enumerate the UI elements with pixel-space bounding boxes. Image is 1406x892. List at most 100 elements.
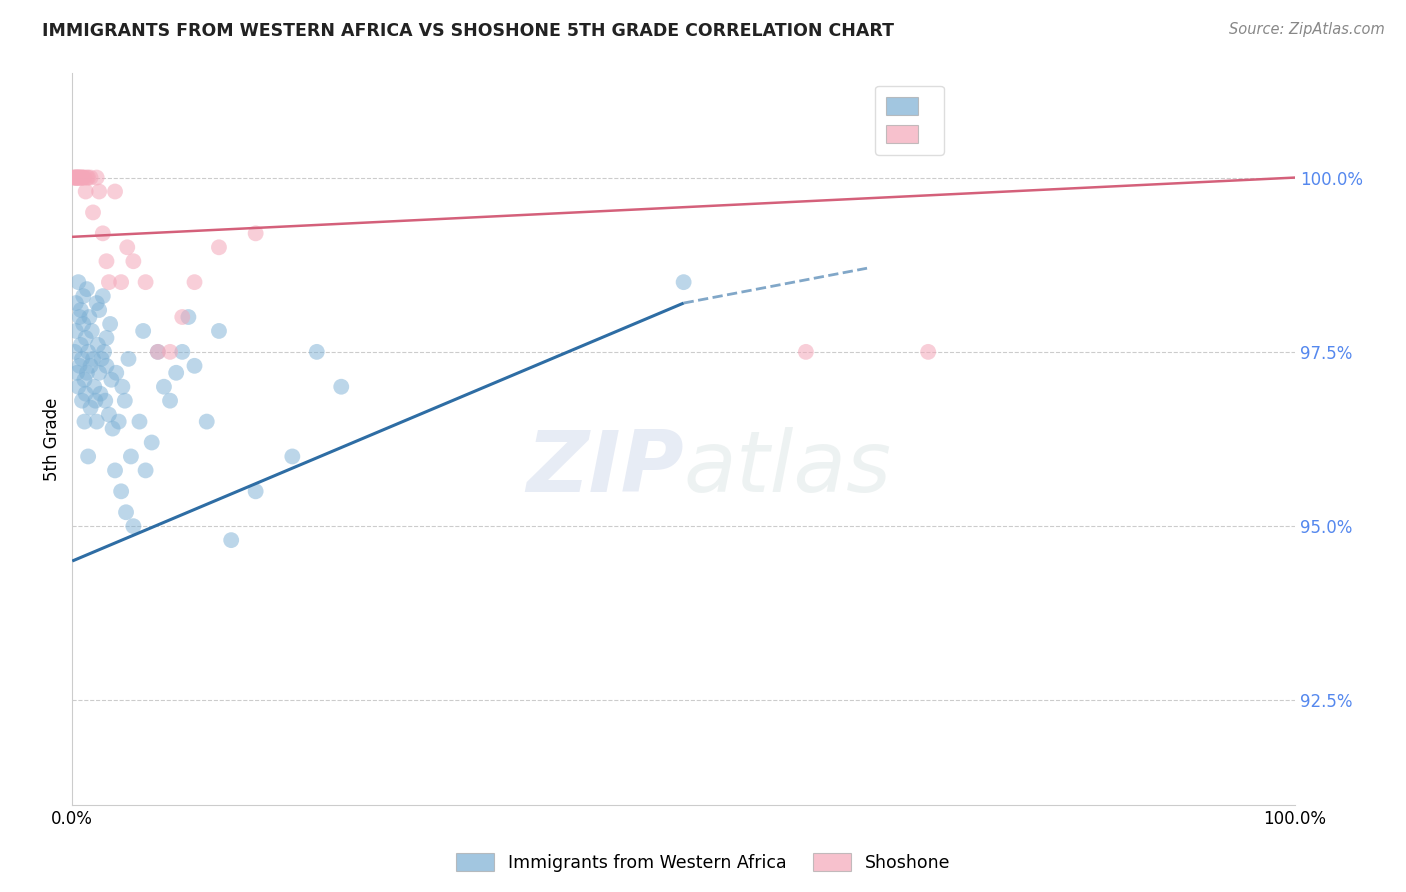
Point: [69, 170, 91, 185]
Point: [73, 415, 96, 429]
Point: [62, 170, 84, 185]
Point: [245, 227, 267, 241]
Point: [97, 275, 120, 289]
Point: [89, 386, 111, 401]
Point: [90, 351, 112, 366]
Point: [86, 296, 108, 310]
Point: [146, 344, 169, 359]
Point: [77, 450, 100, 464]
Point: [96, 331, 118, 345]
Point: [65, 296, 87, 310]
Point: [86, 170, 108, 185]
Point: [122, 519, 145, 533]
Point: [67, 170, 90, 185]
Point: [91, 289, 114, 303]
Point: [80, 324, 103, 338]
Point: [159, 393, 181, 408]
Point: [79, 310, 101, 324]
Point: [66, 366, 89, 380]
Point: [65, 324, 87, 338]
Point: [67, 170, 90, 185]
Point: [70, 393, 93, 408]
Point: [72, 317, 94, 331]
Point: [135, 463, 157, 477]
Point: [82, 205, 104, 219]
Point: [77, 344, 100, 359]
Point: [63, 170, 86, 185]
Text: ZIP: ZIP: [526, 426, 683, 510]
Point: [96, 359, 118, 373]
Point: [115, 505, 138, 519]
Point: [172, 310, 194, 324]
Point: [82, 351, 104, 366]
Point: [159, 344, 181, 359]
Point: [70, 170, 93, 185]
Point: [75, 386, 97, 401]
Point: [76, 282, 98, 296]
Point: [107, 415, 129, 429]
Point: [917, 344, 939, 359]
Point: [94, 393, 117, 408]
Legend: Immigrants from Western Africa, Shoshone: Immigrants from Western Africa, Shoshone: [449, 847, 957, 879]
Point: [104, 463, 127, 477]
Point: [114, 393, 136, 408]
Point: [69, 170, 91, 185]
Point: [105, 366, 128, 380]
Point: [79, 401, 101, 415]
Point: [67, 275, 90, 289]
Text: atlas: atlas: [683, 426, 891, 510]
Point: [183, 275, 205, 289]
Point: [305, 344, 328, 359]
Point: [79, 359, 101, 373]
Point: [63, 170, 86, 185]
Legend: , : ,: [875, 86, 943, 155]
Point: [73, 170, 96, 185]
Text: Source: ZipAtlas.com: Source: ZipAtlas.com: [1229, 22, 1385, 37]
Point: [84, 393, 107, 408]
Point: [177, 310, 200, 324]
Point: [73, 373, 96, 387]
Point: [72, 289, 94, 303]
Point: [66, 170, 89, 185]
Point: [794, 344, 817, 359]
Point: [87, 338, 110, 352]
Point: [69, 359, 91, 373]
Point: [135, 275, 157, 289]
Point: [70, 351, 93, 366]
Point: [281, 450, 304, 464]
Point: [245, 484, 267, 499]
Point: [69, 303, 91, 318]
Point: [104, 185, 127, 199]
Point: [110, 484, 132, 499]
Point: [219, 533, 242, 548]
Point: [330, 380, 353, 394]
Point: [98, 317, 121, 331]
Point: [172, 344, 194, 359]
Point: [86, 415, 108, 429]
Point: [69, 310, 91, 324]
Point: [66, 170, 89, 185]
Point: [111, 380, 134, 394]
Point: [100, 373, 122, 387]
Point: [146, 344, 169, 359]
Point: [76, 366, 98, 380]
Point: [165, 366, 187, 380]
Point: [117, 240, 139, 254]
Point: [153, 380, 176, 394]
Point: [93, 344, 115, 359]
Point: [65, 170, 87, 185]
Point: [128, 415, 150, 429]
Point: [122, 254, 145, 268]
Point: [65, 170, 87, 185]
Point: [672, 275, 695, 289]
Point: [110, 275, 132, 289]
Point: [91, 227, 114, 241]
Point: [89, 185, 111, 199]
Point: [67, 380, 90, 394]
Point: [101, 421, 124, 435]
Point: [183, 359, 205, 373]
Point: [69, 338, 91, 352]
Y-axis label: 5th Grade: 5th Grade: [44, 397, 60, 481]
Text: IMMIGRANTS FROM WESTERN AFRICA VS SHOSHONE 5TH GRADE CORRELATION CHART: IMMIGRANTS FROM WESTERN AFRICA VS SHOSHO…: [42, 22, 894, 40]
Point: [97, 408, 120, 422]
